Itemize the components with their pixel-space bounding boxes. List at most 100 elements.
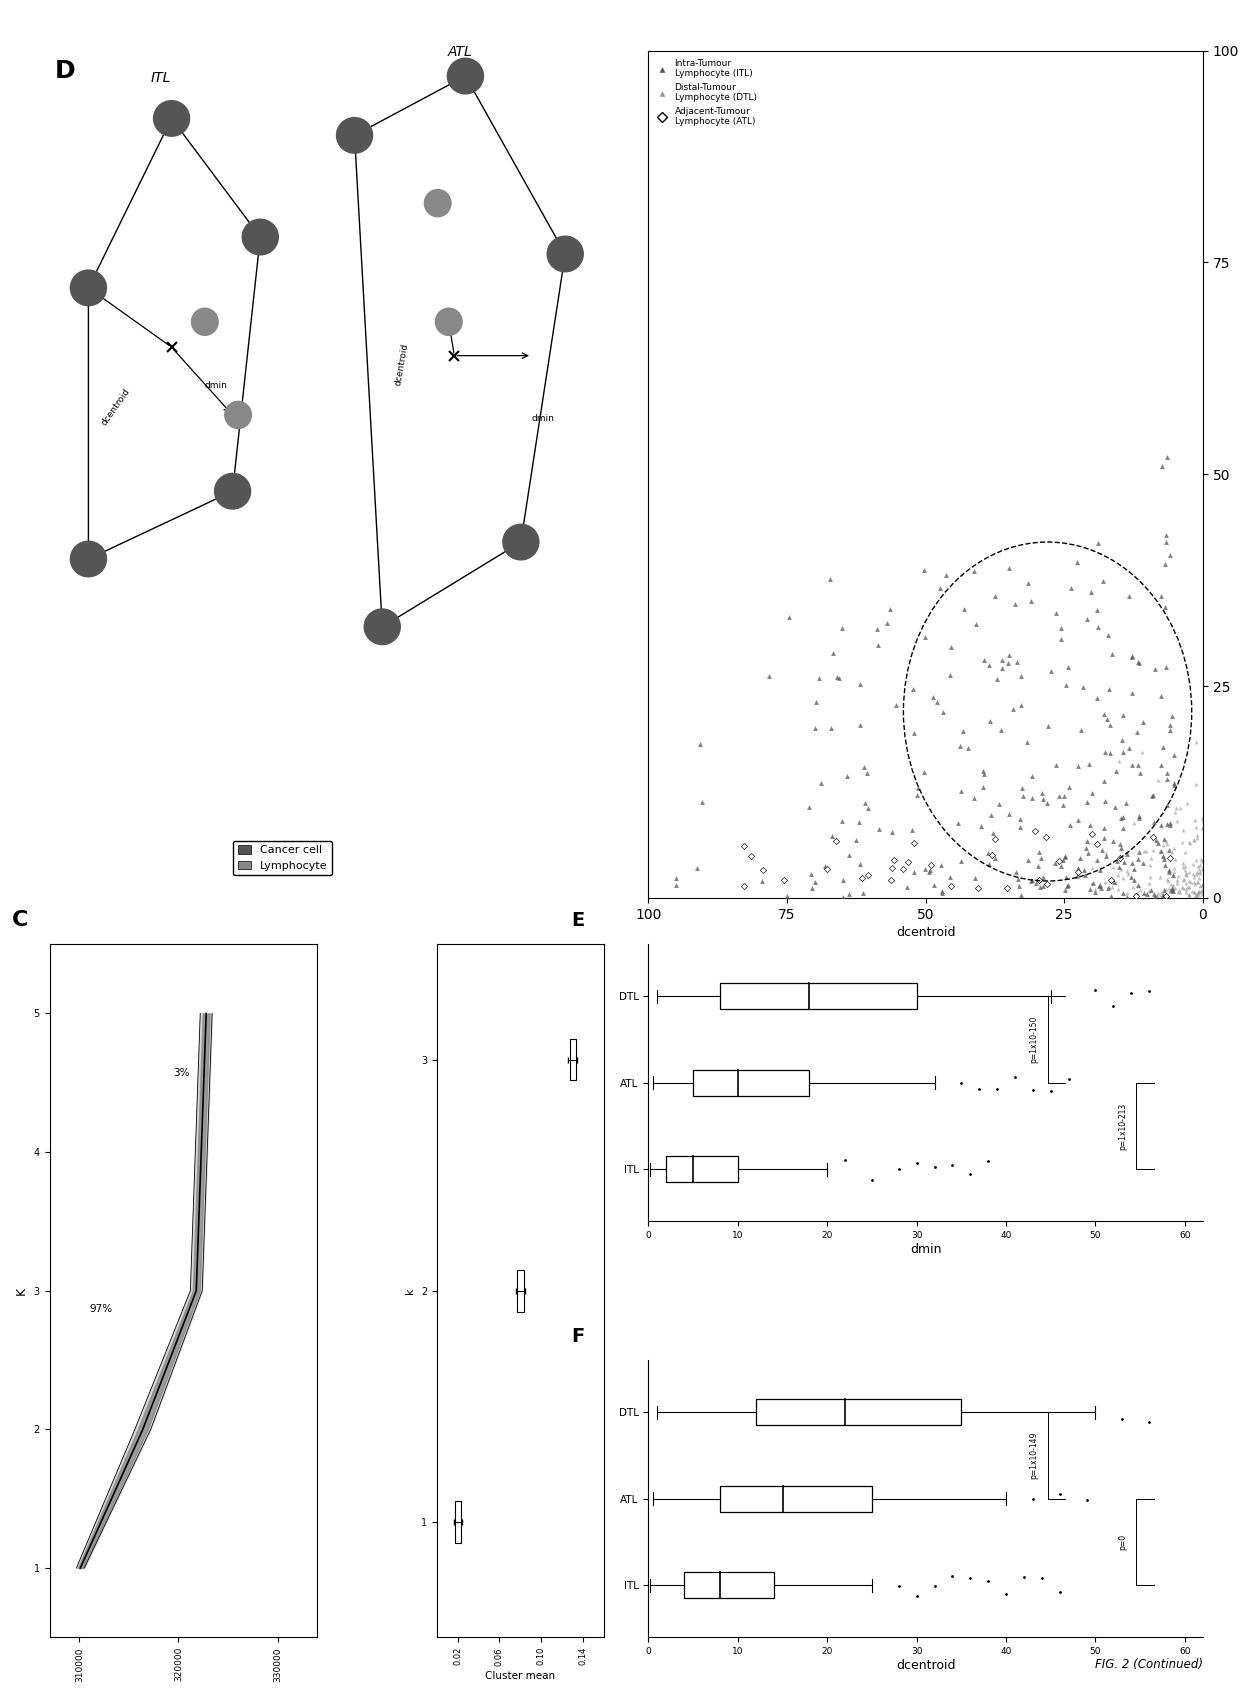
Point xyxy=(1106,758,1126,785)
Point xyxy=(1095,868,1115,895)
Point xyxy=(940,864,960,891)
Point xyxy=(779,604,799,631)
Point xyxy=(1127,719,1147,746)
Point xyxy=(1151,837,1171,864)
Point xyxy=(973,761,993,788)
Point xyxy=(1121,864,1141,891)
X-axis label: Cluster mean: Cluster mean xyxy=(485,1671,556,1681)
Point xyxy=(1173,817,1193,844)
Point xyxy=(1128,648,1148,675)
Point xyxy=(978,839,998,866)
Text: p=1x10-213: p=1x10-213 xyxy=(1118,1102,1127,1150)
Point xyxy=(1187,847,1207,874)
Point xyxy=(833,866,853,893)
Point xyxy=(837,763,857,790)
Text: ATL: ATL xyxy=(448,46,472,59)
Point xyxy=(1049,783,1069,810)
Point xyxy=(1045,849,1065,876)
Point xyxy=(1029,839,1049,866)
FancyBboxPatch shape xyxy=(720,982,916,1009)
Point xyxy=(1132,738,1152,765)
Point xyxy=(1128,873,1148,900)
Point xyxy=(1112,879,1132,906)
Point xyxy=(666,871,686,898)
Text: E: E xyxy=(570,912,584,930)
Text: 3%: 3% xyxy=(174,1069,190,1079)
Point xyxy=(1123,873,1143,900)
Point xyxy=(734,873,754,900)
Point xyxy=(978,652,998,679)
Point xyxy=(1096,842,1116,869)
Point xyxy=(1068,859,1087,886)
Point xyxy=(832,809,852,836)
Point xyxy=(1035,824,1055,851)
Point xyxy=(867,614,887,641)
Text: p=1x10-150: p=1x10-150 xyxy=(1029,1016,1039,1063)
Point xyxy=(858,861,878,888)
Point xyxy=(839,881,859,908)
Point xyxy=(1107,861,1127,888)
Point xyxy=(1153,842,1173,869)
Point xyxy=(759,663,779,690)
Point xyxy=(1056,864,1076,891)
Point xyxy=(1132,709,1152,736)
Point xyxy=(1153,825,1173,852)
Point xyxy=(1128,837,1148,864)
X-axis label: dcentroid: dcentroid xyxy=(895,925,955,939)
Point xyxy=(1180,830,1200,858)
Point xyxy=(1126,883,1146,910)
Point xyxy=(1182,868,1202,895)
Point xyxy=(832,614,852,641)
Point xyxy=(987,665,1007,692)
Point xyxy=(1166,874,1185,901)
Point xyxy=(1151,883,1171,910)
Point xyxy=(830,663,849,690)
Point xyxy=(998,641,1018,668)
Point xyxy=(998,650,1018,677)
Point xyxy=(941,633,961,660)
Point xyxy=(1017,728,1037,755)
Point xyxy=(940,662,960,689)
Point xyxy=(1076,827,1096,854)
Point xyxy=(1176,878,1195,905)
Point xyxy=(1070,717,1090,744)
Point xyxy=(805,714,825,741)
Point xyxy=(926,689,946,716)
Point xyxy=(903,675,923,702)
Point xyxy=(1104,827,1123,854)
Point xyxy=(1025,817,1045,844)
Point xyxy=(1185,883,1205,910)
Point xyxy=(1151,837,1171,864)
Point xyxy=(1128,802,1148,829)
Point xyxy=(1156,592,1176,619)
Point xyxy=(1054,782,1074,809)
Point xyxy=(1188,879,1208,906)
Point xyxy=(1145,809,1164,836)
Point xyxy=(1192,871,1211,898)
Point xyxy=(1092,567,1112,594)
Point xyxy=(1083,780,1102,807)
Point xyxy=(1011,662,1030,689)
Point xyxy=(1173,849,1193,876)
Point xyxy=(1157,866,1177,893)
Point xyxy=(1156,653,1176,680)
Point xyxy=(1033,864,1053,891)
Point xyxy=(932,878,952,905)
Point xyxy=(1038,712,1058,739)
Point xyxy=(822,714,842,741)
Point xyxy=(1179,829,1199,856)
Point xyxy=(1164,859,1184,886)
Point xyxy=(1095,787,1115,814)
Point xyxy=(805,869,825,896)
Point xyxy=(1176,869,1195,896)
Point xyxy=(1114,701,1133,728)
Point xyxy=(1079,751,1099,778)
Point xyxy=(1157,883,1177,910)
Point xyxy=(1053,846,1073,873)
Point xyxy=(1156,876,1176,903)
Point xyxy=(931,851,951,878)
Point xyxy=(1185,871,1205,898)
Point xyxy=(1192,814,1211,841)
Text: ITL: ITL xyxy=(150,71,171,84)
Point xyxy=(1033,873,1053,900)
